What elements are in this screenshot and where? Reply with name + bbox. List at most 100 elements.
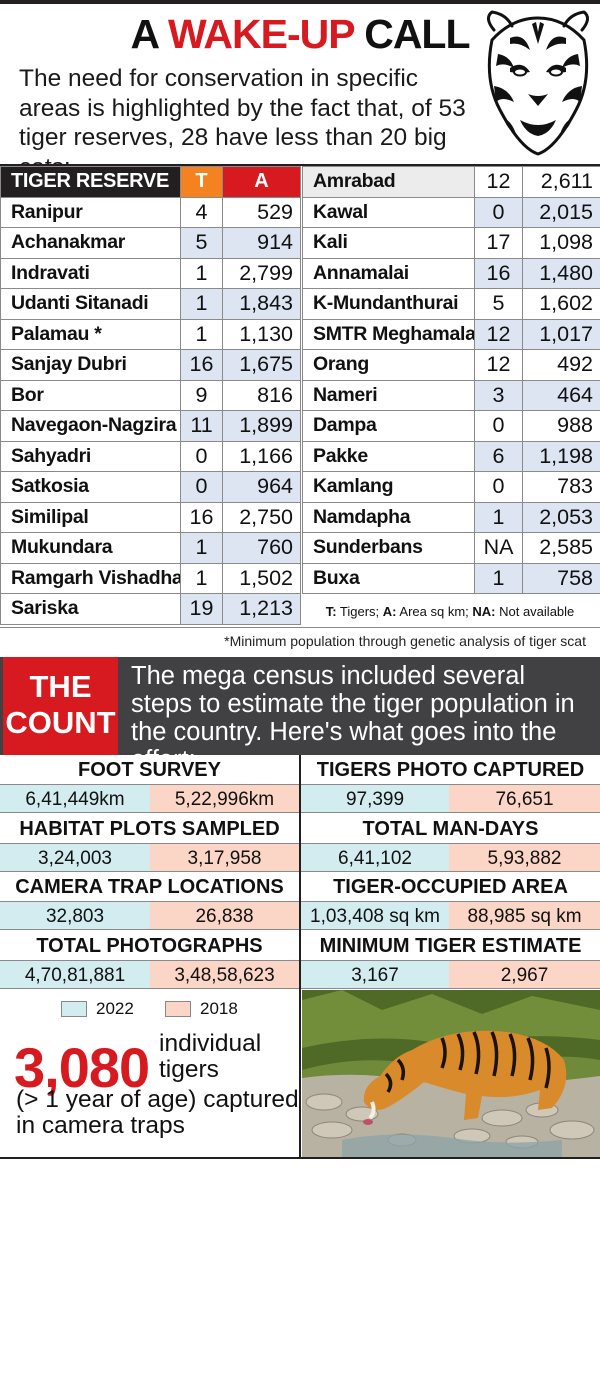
- reserve-name: Namdapha: [302, 501, 475, 533]
- count-text: The mega census included several steps t…: [131, 662, 575, 774]
- stat-value-2022: 6,41,449km: [0, 784, 150, 813]
- count-label: THE COUNT: [3, 657, 118, 755]
- reserve-area: 2,611: [522, 166, 600, 198]
- tiger-count-desc-line2: in camera traps: [16, 1112, 185, 1139]
- stat-value-2022: 32,803: [0, 901, 150, 930]
- reserve-tiger-count: 19: [180, 593, 223, 625]
- key-a-text: Area sq km;: [396, 604, 473, 619]
- stat-label: TOTAL MAN-DAYS: [362, 817, 539, 840]
- stat-value-2022: 6,41,102: [301, 842, 449, 872]
- reserve-row: Ranipur 4 529: [0, 196, 301, 228]
- reserve-name: Mukundara: [0, 532, 181, 564]
- headline: A WAKE-UP CALL: [0, 8, 600, 60]
- stat-label: CAMERA TRAP LOCATIONS: [15, 876, 284, 898]
- reserve-area: 816: [222, 379, 301, 411]
- stat-value-2018: 5,93,882: [449, 842, 600, 872]
- tiger-count-description: (> 1 year of age) captured in camera tra…: [16, 1087, 301, 1139]
- reserve-row: Ramgarh Vishadhari 1 1,502: [0, 562, 301, 594]
- headline-prefix: A: [130, 11, 168, 57]
- reserve-row: Mukundara 1 760: [0, 532, 301, 564]
- reserve-area: 2,799: [222, 257, 301, 289]
- stat-value-2022: 1,03,408 sq km: [301, 901, 449, 930]
- col-header-t: T: [180, 166, 223, 198]
- reserve-name: K-Mundanthurai: [302, 288, 475, 320]
- table-top-rule: [0, 164, 600, 166]
- reserve-area: 760: [222, 532, 301, 564]
- stat-label: HABITAT PLOTS SAMPLED: [19, 817, 280, 840]
- reserve-row: Kamlang 0 783: [302, 471, 600, 503]
- intro-text: The need for conservation in specific ar…: [19, 65, 466, 181]
- legend-label-2022: 2022: [96, 999, 134, 1018]
- reserve-area: 1,502: [222, 562, 301, 594]
- reserve-tiger-count: 0: [474, 410, 523, 442]
- reserve-area: 758: [522, 562, 600, 594]
- col-header-a: A: [222, 166, 301, 198]
- stat-label: TIGERS PHOTO CAPTURED: [316, 759, 585, 781]
- legend-label-2018: 2018: [200, 999, 238, 1018]
- key-a: A:: [382, 604, 397, 619]
- reserve-area: 1,602: [522, 288, 600, 320]
- reserve-tiger-count: 0: [180, 471, 223, 503]
- tiger-count-number: 3,080: [14, 1036, 150, 1099]
- reserve-name: Sahyadri: [0, 440, 181, 472]
- reserve-name: Satkosia: [0, 471, 181, 503]
- reserves-table-right: Amrabad 12 2,611 Kawal 0 2,015 Kali 17 1,098 Anna…: [302, 166, 600, 594]
- reserve-name: Dampa: [302, 410, 475, 442]
- stat-value-2022: 97,399: [301, 784, 449, 813]
- reserve-tiger-count: 5: [180, 227, 223, 259]
- reserve-area: 2,015: [522, 196, 600, 228]
- reserve-row: Kali 17 1,098: [302, 227, 600, 259]
- reserve-area: 1,675: [222, 349, 301, 381]
- reserve-tiger-count: 16: [180, 349, 223, 381]
- reserve-tiger-count: 1: [180, 288, 223, 320]
- reserve-row: Annamalai 16 1,480: [302, 257, 600, 289]
- reserve-name: Pakke: [302, 440, 475, 472]
- reserve-tiger-count: 12: [474, 166, 523, 198]
- reserve-row: Sanjay Dubri 16 1,675: [0, 349, 301, 381]
- reserve-name: Navegaon-Nagzira: [0, 410, 181, 442]
- stat-value-2018: 2,967: [449, 959, 600, 989]
- reserve-row: Bor 9 816: [0, 379, 301, 411]
- reserve-tiger-count: 1: [180, 562, 223, 594]
- reserve-tiger-count: 1: [180, 318, 223, 350]
- reserve-area: 988: [522, 410, 600, 442]
- reserve-name: SMTR Meghamalai: [302, 318, 475, 350]
- reserve-row: Orang 12 492: [302, 349, 600, 381]
- reserve-row: Satkosia 0 964: [0, 471, 301, 503]
- reserve-tiger-count: NA: [474, 532, 523, 564]
- reserves-table-left: TIGER RESERVE T A Ranipur 4 529 Achanakmar 5…: [0, 166, 301, 625]
- reserve-tiger-count: 1: [180, 257, 223, 289]
- reserve-row: Similipal 16 2,750: [0, 501, 301, 533]
- reserve-area: 914: [222, 227, 301, 259]
- reserve-row: Sunderbans NA 2,585: [302, 532, 600, 564]
- reserve-area: 1,098: [522, 227, 600, 259]
- tiger-face-icon: [487, 10, 589, 156]
- key-na-text: Not available: [495, 604, 575, 619]
- reserve-row: Indravati 1 2,799: [0, 257, 301, 289]
- reserve-area: 1,198: [522, 440, 600, 472]
- reserve-tiger-count: 6: [474, 440, 523, 472]
- reserve-area: 964: [222, 471, 301, 503]
- reserve-area: 464: [522, 379, 600, 411]
- reserve-area: 783: [522, 471, 600, 503]
- reserve-area: 1,843: [222, 288, 301, 320]
- stat-label: MINIMUM TIGER ESTIMATE: [319, 934, 582, 957]
- reserve-name: Ramgarh Vishadhari: [0, 562, 181, 594]
- stats-divider: [299, 755, 301, 1159]
- reserve-name: Sariska: [0, 593, 181, 625]
- col-header-reserve: TIGER RESERVE: [0, 166, 181, 198]
- stat-value-2018: 26,838: [150, 901, 299, 930]
- reserve-name: Similipal: [0, 501, 181, 533]
- stat-value-2022: 4,70,81,881: [0, 959, 150, 989]
- reserve-name: Buxa: [302, 562, 475, 594]
- tiger-count-desc-line1: (> 1 year of age) captured: [16, 1086, 299, 1113]
- tiger-drinking-photo: [302, 990, 600, 1158]
- reserve-name: Sanjay Dubri: [0, 349, 181, 381]
- reserve-tiger-count: 12: [474, 318, 523, 350]
- reserve-area: 529: [222, 196, 301, 228]
- stat-value-2018: 76,651: [449, 784, 600, 813]
- reserve-row: Pakke 6 1,198: [302, 440, 600, 472]
- tiger-count-label-line1: individual: [159, 1030, 262, 1057]
- reserve-tiger-count: 0: [474, 196, 523, 228]
